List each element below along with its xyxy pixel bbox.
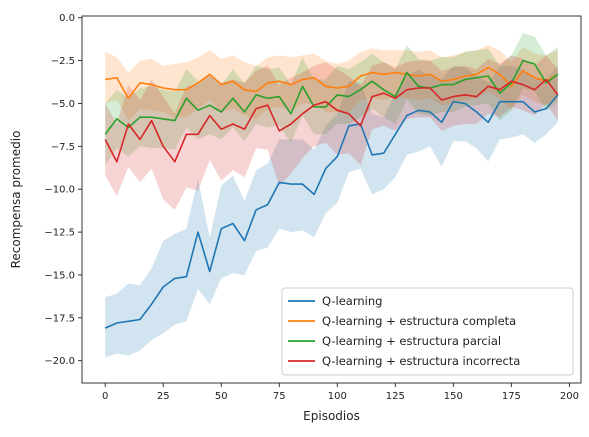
- legend-box: [281, 287, 574, 376]
- band-series-3: [105, 55, 558, 210]
- band-series-2: [105, 33, 558, 166]
- band-series-1: [105, 45, 558, 121]
- x-tick-label: 0: [102, 391, 108, 402]
- y-tick-label: −20.0: [44, 356, 75, 367]
- x-tick-label: 100: [328, 391, 347, 402]
- x-axis-ticks: 0 25 50 75 100 125 150 175 200: [102, 383, 579, 402]
- legend-label: Q-learning + estructura completa: [322, 314, 516, 328]
- line-series-2: [104, 59, 559, 135]
- legend-entries: Q-learning Q-learning + estructura comple…: [288, 294, 520, 368]
- band-series-0: [105, 65, 558, 358]
- x-tick-label: 175: [502, 391, 521, 402]
- legend-label: Q-learning + estructura incorrecta: [322, 354, 520, 368]
- y-tick-label: 0.0: [59, 13, 75, 24]
- series-lines: [104, 59, 559, 329]
- confidence-bands: [105, 33, 558, 358]
- legend: Q-learning Q-learning + estructura comple…: [281, 287, 574, 376]
- x-axis-label: Episodios: [303, 409, 360, 423]
- x-tick-label: 125: [386, 391, 405, 402]
- x-tick-label: 50: [215, 391, 228, 402]
- y-axis-label: Recompensa promedio: [9, 131, 23, 269]
- y-tick-label: −10.0: [44, 185, 75, 196]
- line-series-3: [104, 78, 559, 163]
- y-tick-label: −7.5: [51, 142, 75, 153]
- plot-area-frame: [81, 15, 582, 384]
- line-series-0: [104, 94, 559, 329]
- x-tick-label: 200: [560, 391, 579, 402]
- y-tick-label: −2.5: [51, 56, 75, 67]
- legend-label: Q-learning: [322, 294, 382, 308]
- y-tick-label: −12.5: [44, 228, 75, 239]
- y-tick-label: −15.0: [44, 270, 75, 281]
- y-axis-ticks: 0.0 −2.5 −5.0 −7.5 −10.0 −12.5 −15.0 −17.5 −20.0: [44, 13, 82, 367]
- x-tick-label: 150: [444, 391, 463, 402]
- legend-label: Q-learning + estructura parcial: [322, 334, 501, 348]
- x-tick-label: 75: [273, 391, 286, 402]
- line-series-1: [105, 66, 559, 100]
- y-tick-label: −5.0: [51, 99, 75, 110]
- x-tick-label: 25: [157, 391, 170, 402]
- y-tick-label: −17.5: [44, 313, 75, 324]
